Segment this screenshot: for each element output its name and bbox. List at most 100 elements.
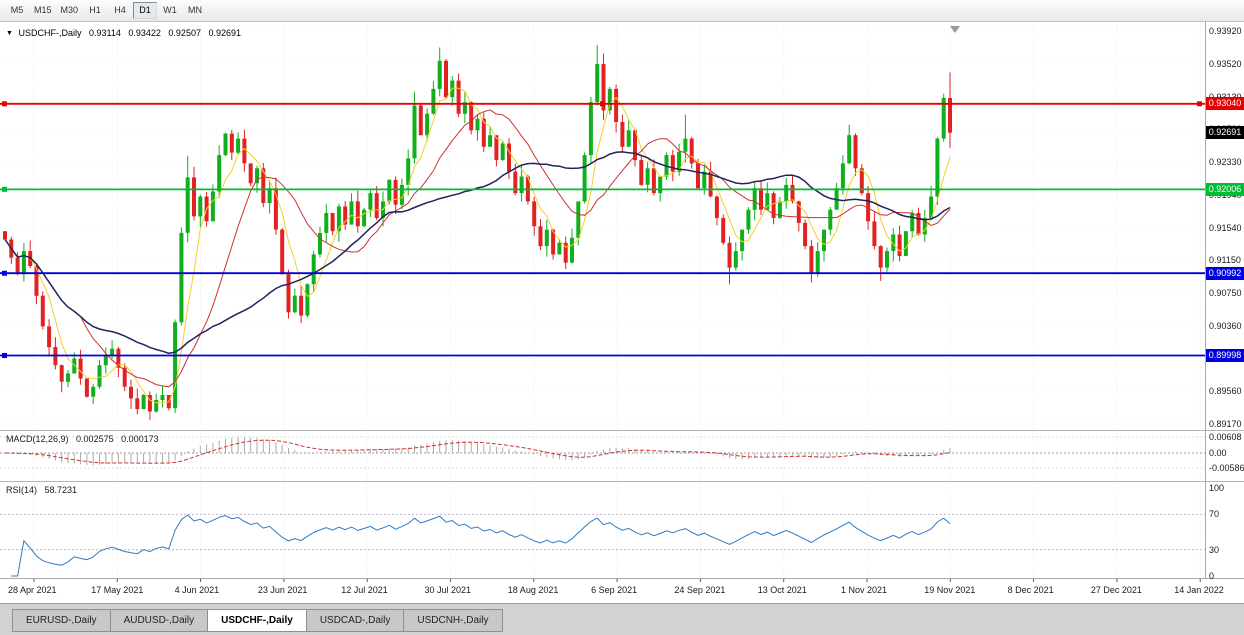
candle-body	[475, 118, 480, 131]
candle-body	[910, 213, 915, 232]
candle-body	[444, 60, 448, 98]
hline-price-tag-0.92006[interactable]: 0.92006	[1206, 182, 1244, 196]
timeframe-button-mn[interactable]: MN	[188, 5, 203, 15]
tab-eurusd-daily[interactable]: EURUSD-,Daily	[12, 609, 111, 632]
candle-body	[97, 365, 102, 387]
candle-body	[771, 193, 776, 218]
candle-body	[412, 105, 417, 159]
candle-body	[538, 226, 543, 247]
candle-body	[563, 242, 568, 263]
chart-canvas[interactable]	[0, 22, 1244, 603]
candle-body	[286, 274, 291, 313]
candle-body	[519, 176, 524, 194]
moving-average-13	[4, 109, 951, 388]
candle-body	[406, 158, 411, 185]
timeframe-toolbar: M5 M15 M30 H1 H4 D1 W1 MN	[0, 0, 1244, 22]
tab-usdchf-daily[interactable]: USDCHF-,Daily	[208, 609, 307, 632]
timeframe-button-w1[interactable]: W1	[163, 5, 177, 15]
candle-body	[645, 168, 650, 185]
candle-body	[708, 171, 713, 197]
candle-body	[948, 98, 952, 133]
price-axis-label: 0.90750	[1209, 288, 1242, 298]
timeframe-button-m30[interactable]: M30	[60, 5, 79, 15]
timeframe-button-d1[interactable]: D1	[133, 2, 158, 19]
candle-body	[223, 133, 228, 156]
candle-body	[59, 365, 64, 382]
candle-body	[129, 386, 133, 399]
candle-body	[878, 246, 883, 268]
candle-body	[790, 184, 795, 202]
time-axis-label: 1 Nov 2021	[841, 585, 888, 595]
candle-body	[147, 395, 152, 412]
candle-body	[242, 138, 247, 164]
candle-body	[311, 254, 316, 285]
hline-handle[interactable]	[2, 270, 7, 276]
timeframe-button-m5[interactable]: M5	[10, 5, 24, 15]
candle-body	[721, 218, 726, 243]
candle-body	[292, 295, 297, 313]
candle-body	[784, 184, 789, 202]
candle-body	[670, 155, 675, 172]
chart-window	[0, 22, 1244, 603]
timeframe-button-h1[interactable]: H1	[89, 5, 101, 15]
candle-body	[746, 209, 751, 230]
candle-body	[922, 218, 927, 235]
candle-body	[815, 251, 820, 273]
hline-price-tag-0.89998[interactable]: 0.89998	[1206, 348, 1244, 362]
candle-body	[481, 118, 486, 147]
timeframe-button-group: M5 M15 M30 H1 H4 D1 W1 MN	[5, 2, 207, 19]
chart-shift-marker-icon[interactable]	[950, 26, 960, 38]
timeframe-button-m15[interactable]: M15	[34, 5, 52, 15]
candle-body	[280, 229, 285, 275]
time-axis-label: 19 Nov 2021	[924, 585, 976, 595]
candle-body	[595, 64, 600, 103]
candle-body	[318, 232, 322, 255]
candle-body	[362, 209, 367, 227]
candle-body	[217, 155, 222, 192]
rsi-indicator-label: RSI(14) 58.7231	[6, 485, 82, 495]
ohlc-open: 0.93114	[88, 28, 121, 38]
candle-body	[179, 232, 184, 323]
time-axis-label: 6 Sep 2021	[591, 585, 638, 595]
time-axis-label: 13 Oct 2021	[757, 585, 807, 595]
rsi-axis-label: 30	[1209, 545, 1220, 555]
hline-handle[interactable]	[600, 101, 605, 107]
hline-handle[interactable]	[2, 101, 7, 107]
candle-body	[929, 196, 934, 218]
time-axis-label: 23 Jun 2021	[257, 585, 308, 595]
candle-body	[437, 60, 442, 89]
candle-body	[122, 367, 127, 387]
candle-body	[330, 213, 335, 232]
hline-handle[interactable]	[2, 186, 7, 192]
hline-price-tag-0.93040[interactable]: 0.93040	[1206, 97, 1244, 111]
hline-price-tag-0.90992[interactable]: 0.90992	[1206, 266, 1244, 280]
price-axis-label: 0.89170	[1209, 419, 1242, 429]
candle-body	[355, 201, 360, 227]
hline-handle[interactable]	[1197, 101, 1202, 107]
hline-handle[interactable]	[2, 352, 7, 358]
time-axis-label: 17 May 2021	[91, 585, 144, 595]
candle-body	[500, 143, 505, 160]
candle-body	[343, 206, 348, 225]
time-axis-label: 24 Sep 2021	[674, 585, 726, 595]
candle-body	[507, 143, 511, 172]
candle-body	[21, 251, 26, 275]
tab-usdcnh-daily[interactable]: USDCNH-,Daily	[404, 609, 503, 632]
symbol-name: USDCHF-,Daily	[18, 28, 82, 38]
candle-body	[683, 138, 688, 152]
candle-body	[777, 201, 782, 218]
ohlc-low: 0.92507	[168, 28, 201, 38]
candle-body	[84, 378, 89, 397]
candle-body	[740, 229, 745, 252]
tab-audusd-daily[interactable]: AUDUSD-,Daily	[110, 609, 209, 632]
candle-body	[110, 348, 115, 356]
current-price-tag: 0.92691	[1206, 126, 1244, 140]
candle-body	[714, 196, 719, 218]
tab-usdcad-daily[interactable]: USDCAD-,Daily	[306, 609, 405, 632]
candle-body	[916, 213, 921, 235]
rsi-axis-label: 100	[1209, 483, 1225, 493]
timeframe-button-h4[interactable]: H4	[114, 5, 126, 15]
candle-body	[255, 168, 259, 184]
